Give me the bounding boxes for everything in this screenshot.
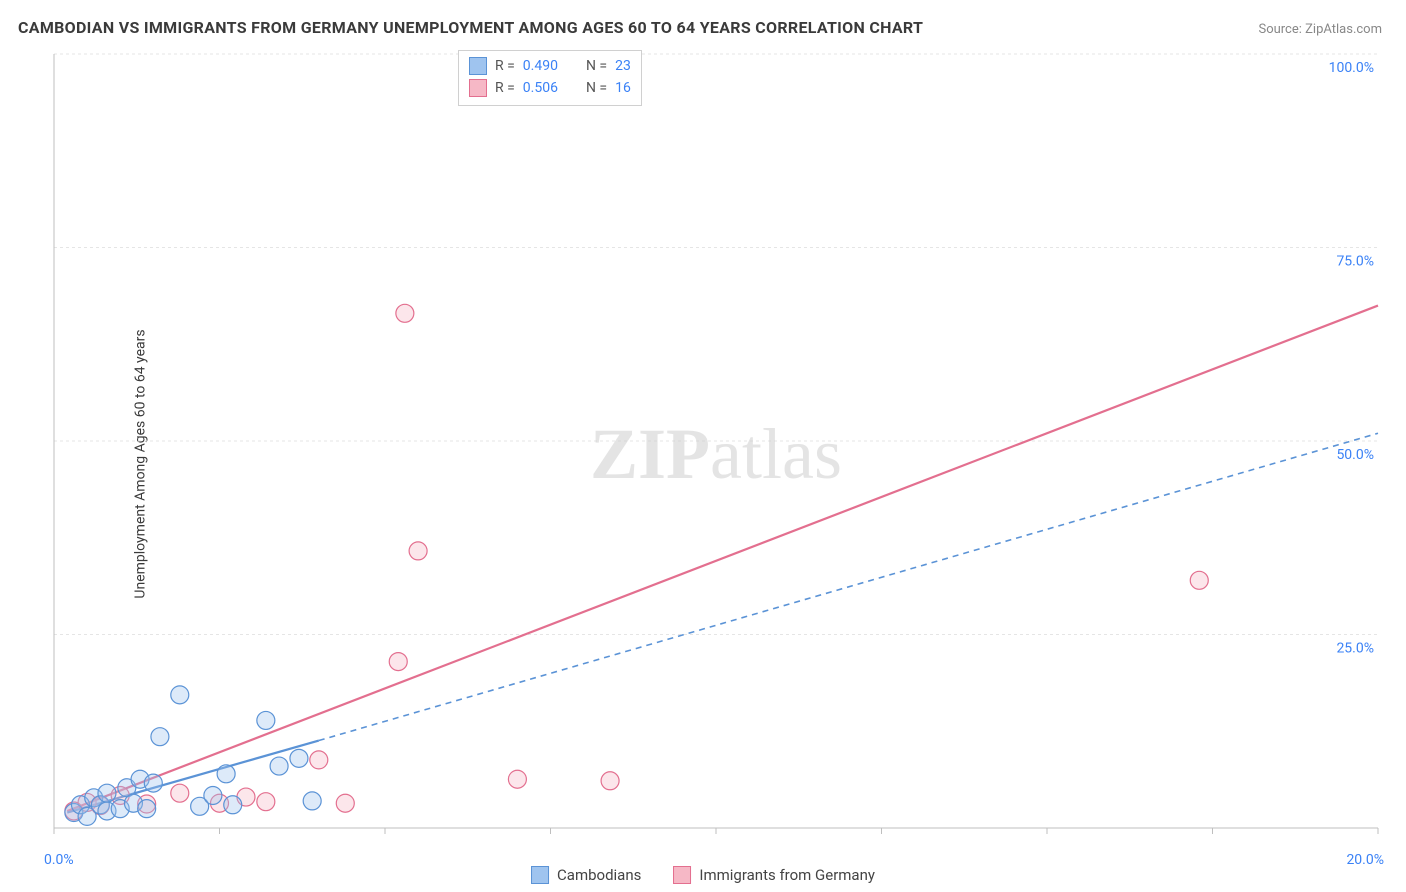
legend-item-germany: Immigrants from Germany (673, 866, 875, 884)
n-label: N = (586, 77, 607, 99)
n-value: 23 (615, 55, 631, 77)
x-axis-max-label: 20.0% (1346, 852, 1384, 868)
correlation-legend-row: R = 0.490 N = 23 (469, 55, 631, 77)
r-label: R = (495, 55, 515, 77)
n-label: N = (586, 55, 607, 77)
chart-title: CAMBODIAN VS IMMIGRANTS FROM GERMANY UNE… (18, 18, 923, 37)
swatch-icon (531, 866, 549, 884)
chart-container: CAMBODIAN VS IMMIGRANTS FROM GERMANY UNE… (0, 0, 1406, 892)
r-value: 0.490 (523, 55, 558, 77)
svg-text:50.0%: 50.0% (1336, 447, 1374, 463)
svg-text:75.0%: 75.0% (1336, 254, 1374, 270)
series-legend: Cambodians Immigrants from Germany (531, 866, 875, 884)
r-value: 0.506 (523, 77, 558, 99)
legend-label: Cambodians (557, 866, 641, 884)
svg-text:100.0%: 100.0% (1329, 60, 1374, 76)
x-axis-min-label: 0.0% (44, 852, 74, 868)
plot-svg: ZIPatlas 25.0% 50.0% 75.0% 100.0% (48, 48, 1384, 852)
watermark-text: ZIPatlas (590, 414, 842, 494)
swatch-icon (469, 57, 487, 75)
svg-text:25.0%: 25.0% (1336, 641, 1374, 657)
n-value: 16 (615, 77, 631, 99)
r-label: R = (495, 77, 515, 99)
swatch-icon (469, 79, 487, 97)
correlation-legend: R = 0.490 N = 23 R = 0.506 N = 16 (458, 50, 642, 106)
source-label: Source: ZipAtlas.com (1258, 22, 1382, 37)
swatch-icon (673, 866, 691, 884)
correlation-legend-row: R = 0.506 N = 16 (469, 77, 631, 99)
legend-item-cambodians: Cambodians (531, 866, 641, 884)
plot-area: ZIPatlas 25.0% 50.0% 75.0% 100.0% R = 0.490 N… (48, 48, 1384, 852)
legend-label: Immigrants from Germany (699, 866, 875, 884)
